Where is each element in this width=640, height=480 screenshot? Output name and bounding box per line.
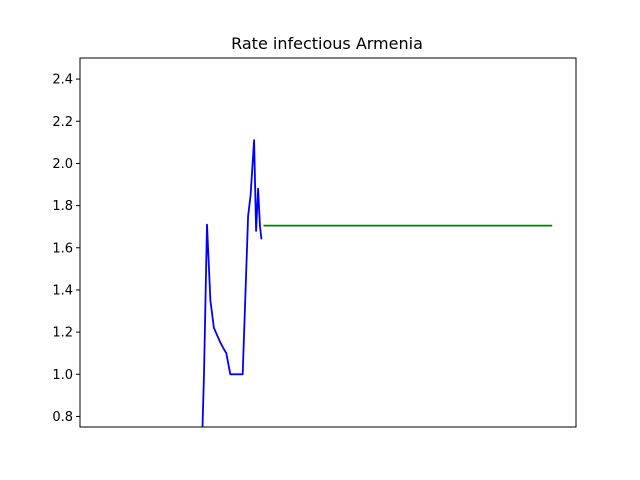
chart-title: Rate infectious Armenia	[231, 34, 423, 53]
y-tick-label: 2.2	[52, 115, 73, 130]
y-tick-label: 1.8	[52, 199, 73, 214]
y-axis: 0.8 1.0 1.2 1.4 1.6 1.8 2.0 2.2 2.4	[52, 73, 80, 425]
y-tick-label: 1.0	[52, 368, 73, 383]
y-tick-label: 0.8	[52, 410, 73, 425]
y-tick-label: 2.0	[52, 157, 73, 172]
y-tick-label: 1.2	[52, 326, 73, 341]
plot-frame	[79, 57, 577, 428]
series-line-1	[201, 139, 263, 428]
series-lines	[201, 139, 553, 428]
y-tick-label: 2.4	[52, 73, 73, 88]
y-tick-label: 1.4	[52, 283, 73, 298]
y-tick-label: 1.6	[52, 241, 73, 256]
